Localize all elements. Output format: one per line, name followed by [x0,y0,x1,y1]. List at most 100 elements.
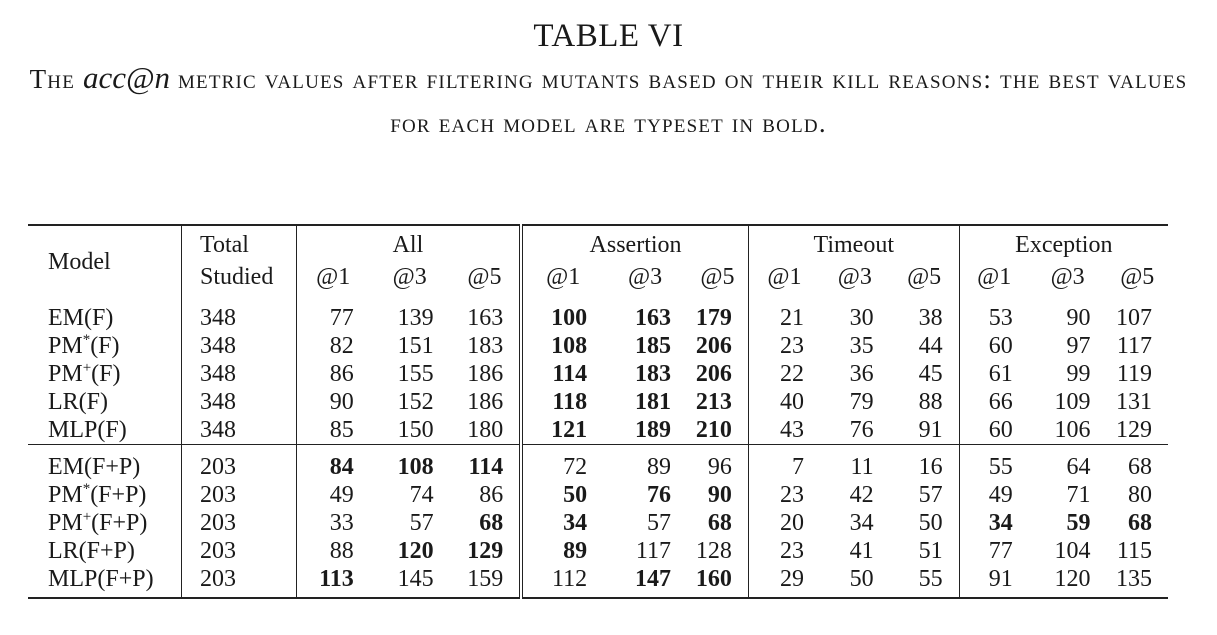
table-body-fp: EM(F+P) 203 84 108 114 72 89 96 7 11 16 55 64 68 PM*(F… [28,444,1168,599]
model-suffix: (F+P) [91,510,148,536]
model-sup: + [82,509,92,525]
table-row: LR(F) 348 90 152 186 118 181 213 40 79 88 66 109 131 [28,388,1168,416]
cell-value: 90 [707,482,732,508]
cell-value: 131 [1116,389,1152,415]
cell-value: 86 [479,482,504,508]
cell-value: 151 [397,333,434,359]
cell-model: EM(F) [28,294,182,332]
cell-value: 113 [295,565,370,599]
cell-value: 36 [849,361,874,387]
cell-value: 89 [603,444,687,481]
cell-value: 68 [1106,444,1168,481]
cell-value: 206 [695,333,732,359]
cell-value: 41 [849,538,874,564]
table-row: PM+(F+P) 203 33 57 68 34 57 68 20 34 50 34 59 68 [28,509,1168,537]
cell-value: 61 [958,360,1029,388]
model-base: PM [48,333,83,359]
cell-value: 210 [695,417,732,443]
cell-value: 88 [295,537,370,565]
caption-pre: The [29,64,83,94]
cell-value: 40 [747,388,820,416]
cell-value: 50 [918,510,943,536]
cell-value: 22 [747,360,820,388]
table-row: LR(F+P) 203 88 120 129 89 117 128 23 41 51 77 104 115 [28,537,1168,565]
cell-model: PM*(F+P) [28,481,182,509]
cell-value: 68 [1128,510,1152,536]
cell-value: 117 [1116,333,1152,359]
cell-total: 348 [181,388,297,416]
header-subcol: @3 [1050,263,1085,290]
cell-value: 21 [747,294,820,332]
header-subcol: @5 [700,263,735,290]
cell-value: 35 [849,333,874,359]
results-table: Model Total All Assertion Timeout Except… [28,224,1168,599]
cell-total: 203 [181,565,297,599]
model-suffix: (F) [91,361,121,387]
cell-total: 203 [181,481,297,509]
model-base: PM [48,482,83,508]
caption-post: metric values after filtering mutants ba… [170,64,1188,138]
cell-value: 189 [634,417,671,443]
cell-value: 77 [958,537,1029,565]
cell-model: MLP(F) [28,416,182,445]
cell-value: 117 [635,538,671,564]
cell-value: 53 [958,294,1029,332]
cell-value: 79 [849,389,874,415]
cell-value: 120 [1028,565,1107,599]
cell-value: 119 [1116,361,1152,387]
cell-value: 68 [479,510,504,536]
cell-value: 43 [747,416,820,445]
cell-value: 104 [1054,538,1091,564]
cell-value: 139 [397,305,434,331]
cell-value: 213 [695,389,732,415]
header-total-line2: Studied [181,260,297,294]
cell-value: 129 [1116,417,1152,443]
cell-model: EM(F+P) [28,444,182,481]
header-subcol: @1 [295,260,370,294]
cell-value: 96 [686,444,749,481]
cell-value: 29 [747,565,820,599]
model-base: PM [48,510,83,536]
cell-value: 33 [295,509,370,537]
table-row: EM(F+P) 203 84 108 114 72 89 96 7 11 16 55 64 68 [28,444,1168,481]
cell-value: 88 [918,389,943,415]
cell-model: PM*(F) [28,332,182,360]
header-subcol: @5 [907,263,942,290]
cell-value: 163 [634,305,671,331]
table-body-f: EM(F) 348 77 139 163 100 163 179 21 30 38 53 90 107 PM… [28,294,1168,445]
cell-value: 45 [918,361,943,387]
cell-value: 23 [747,481,820,509]
cell-value: 84 [295,444,370,481]
model-suffix: (F+P) [84,454,141,480]
cell-value: 86 [295,360,370,388]
cell-value: 186 [467,389,504,415]
cell-value: 108 [519,332,604,360]
table-row: PM*(F) 348 82 151 183 108 185 206 23 35 44 60 97 117 [28,332,1168,360]
cell-value: 51 [918,538,943,564]
cell-value: 135 [1106,565,1168,599]
cell-total: 203 [181,537,297,565]
cell-value: 11 [820,444,890,481]
cell-value: 23 [747,537,820,565]
table-caption: TABLE VI The acc@n metric values after f… [0,16,1217,145]
cell-value: 120 [397,538,434,564]
cell-value: 50 [820,565,890,599]
cell-value: 155 [397,361,434,387]
cell-value: 38 [918,305,943,331]
cell-value: 85 [295,416,370,445]
cell-value: 97 [1066,333,1091,359]
header-group-all: All [295,224,522,260]
cell-value: 152 [397,389,434,415]
model-suffix: (F) [78,389,109,415]
table-row: EM(F) 348 77 139 163 100 163 179 21 30 38 53 90 107 [28,294,1168,332]
cell-value: 50 [519,481,604,509]
cell-value: 159 [449,565,522,599]
cell-value: 128 [695,538,732,564]
header-group-assertion: Assertion [519,224,749,260]
cell-value: 89 [519,537,604,565]
header-total-line1: Total [181,224,297,260]
cell-total: 348 [181,294,297,332]
cell-value: 185 [634,333,671,359]
model-base: EM [48,305,84,331]
cell-model: LR(F) [28,388,182,416]
